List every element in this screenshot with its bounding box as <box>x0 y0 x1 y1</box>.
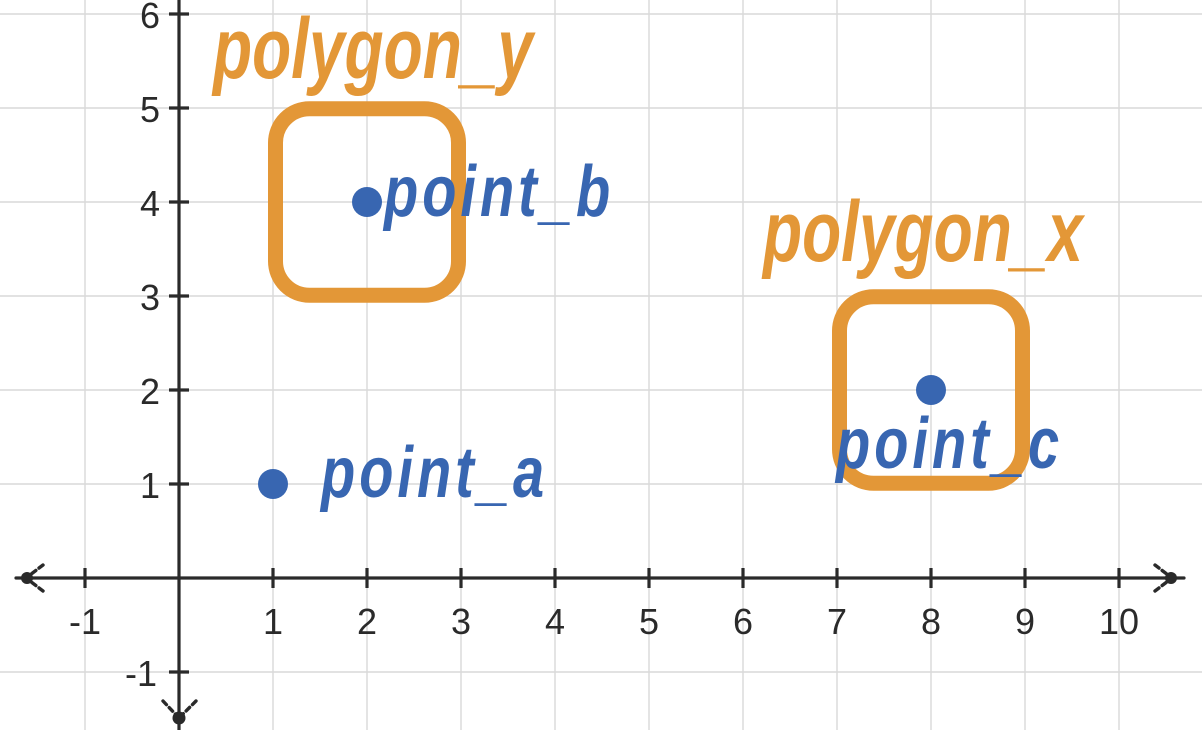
svg-text:polygon_x: polygon_x <box>761 184 1085 281</box>
svg-text:1: 1 <box>140 465 160 506</box>
svg-text:6: 6 <box>140 0 160 36</box>
svg-text:4: 4 <box>140 183 160 224</box>
svg-text:3: 3 <box>451 601 471 642</box>
svg-text:point_c: point_c <box>834 402 1063 484</box>
svg-text:2: 2 <box>357 601 377 642</box>
svg-text:4: 4 <box>545 601 565 642</box>
svg-text:1: 1 <box>263 601 283 642</box>
svg-text:9: 9 <box>1015 601 1035 642</box>
svg-text:point_a: point_a <box>319 431 548 513</box>
svg-text:-1: -1 <box>69 601 101 642</box>
svg-text:polygon_y: polygon_y <box>211 1 536 98</box>
svg-text:6: 6 <box>733 601 753 642</box>
svg-text:3: 3 <box>140 277 160 318</box>
svg-text:point_b: point_b <box>382 150 614 232</box>
svg-text:-1: -1 <box>125 653 157 694</box>
svg-text:8: 8 <box>921 601 941 642</box>
svg-text:10: 10 <box>1099 601 1139 642</box>
svg-text:7: 7 <box>827 601 847 642</box>
svg-text:5: 5 <box>639 601 659 642</box>
svg-text:5: 5 <box>140 89 160 130</box>
svg-text:2: 2 <box>140 371 160 412</box>
